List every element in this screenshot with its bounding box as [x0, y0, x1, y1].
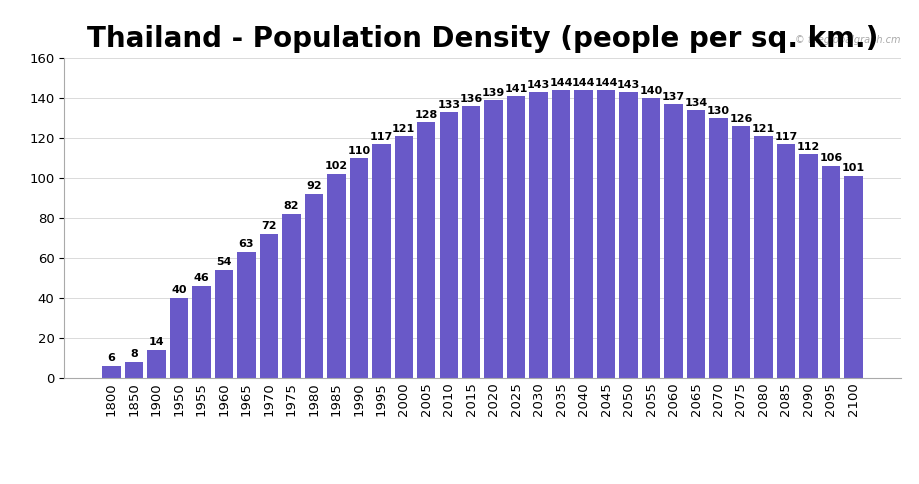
- Bar: [125, 362, 143, 378]
- Bar: [845, 176, 863, 378]
- Bar: [686, 110, 705, 378]
- Text: 121: 121: [392, 123, 415, 134]
- Bar: [170, 298, 188, 378]
- Text: 110: 110: [347, 146, 370, 155]
- Bar: [529, 92, 548, 378]
- Text: 137: 137: [662, 91, 686, 102]
- Text: 144: 144: [572, 77, 596, 88]
- Bar: [102, 365, 120, 378]
- Text: 112: 112: [797, 141, 820, 151]
- Bar: [664, 104, 683, 378]
- Bar: [732, 126, 750, 378]
- Text: 134: 134: [685, 98, 708, 107]
- Text: 102: 102: [324, 162, 348, 171]
- Bar: [507, 96, 526, 378]
- Bar: [215, 270, 233, 378]
- Text: 140: 140: [640, 86, 663, 96]
- Text: 72: 72: [261, 221, 277, 231]
- Text: 117: 117: [369, 132, 393, 141]
- Text: 130: 130: [707, 106, 730, 116]
- Text: 144: 144: [550, 77, 573, 88]
- Bar: [327, 174, 346, 378]
- Bar: [282, 214, 301, 378]
- Bar: [619, 92, 638, 378]
- Bar: [574, 90, 593, 378]
- Text: 136: 136: [460, 93, 482, 104]
- Text: 63: 63: [239, 240, 255, 249]
- Bar: [800, 154, 818, 378]
- Text: 82: 82: [284, 201, 300, 212]
- Bar: [641, 98, 660, 378]
- Bar: [372, 144, 391, 378]
- Text: 40: 40: [171, 285, 187, 295]
- Bar: [192, 286, 210, 378]
- Text: 128: 128: [414, 109, 437, 120]
- Text: 143: 143: [617, 80, 641, 90]
- Bar: [754, 136, 773, 378]
- Text: 139: 139: [482, 88, 505, 98]
- Bar: [822, 166, 840, 378]
- Text: 121: 121: [752, 123, 775, 134]
- Bar: [777, 144, 795, 378]
- Bar: [709, 118, 728, 378]
- Bar: [417, 122, 436, 378]
- Text: 46: 46: [194, 273, 210, 283]
- Text: 133: 133: [437, 100, 460, 109]
- Bar: [484, 100, 503, 378]
- Text: 143: 143: [528, 80, 550, 90]
- Text: 54: 54: [216, 257, 232, 267]
- Text: 106: 106: [819, 153, 843, 164]
- Text: © theglobalgraph.cm: © theglobalgraph.cm: [795, 35, 901, 45]
- Text: 92: 92: [306, 182, 322, 192]
- Bar: [349, 158, 368, 378]
- Text: 126: 126: [730, 114, 753, 123]
- Bar: [147, 349, 165, 378]
- Bar: [394, 136, 413, 378]
- Bar: [260, 234, 278, 378]
- Bar: [305, 194, 323, 378]
- Bar: [597, 90, 616, 378]
- Text: 141: 141: [505, 84, 528, 93]
- Text: 14: 14: [149, 337, 165, 347]
- Bar: [439, 112, 458, 378]
- Text: 117: 117: [775, 132, 798, 141]
- Bar: [462, 106, 481, 378]
- Title: Thailand - Population Density (people per sq. km.): Thailand - Population Density (people pe…: [86, 25, 879, 53]
- Text: 8: 8: [130, 349, 138, 359]
- Bar: [237, 252, 255, 378]
- Bar: [552, 90, 571, 378]
- Text: 101: 101: [842, 164, 865, 173]
- Text: 144: 144: [595, 77, 618, 88]
- Text: 6: 6: [108, 353, 116, 363]
